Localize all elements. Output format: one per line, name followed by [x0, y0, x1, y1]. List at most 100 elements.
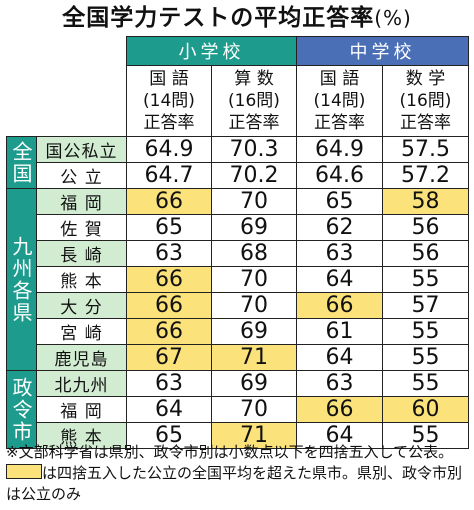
col-header: 算 数 (16問) 正答率 — [211, 65, 297, 137]
row-label: 鹿児島 — [36, 344, 127, 371]
table-row: 熊 本 66 70 64 55 — [7, 266, 469, 293]
row-label: 佐 賀 — [36, 214, 127, 241]
cell-value-highlighted: 71 — [211, 344, 297, 371]
cell-value: 64.9 — [296, 136, 383, 163]
page-title: 全国学力テストの平均正答率(%) — [0, 2, 474, 34]
cell-value: 64.7 — [126, 162, 212, 189]
table-row: 熊 本 65 71 64 55 — [7, 422, 469, 449]
cell-value: 70 — [211, 188, 297, 215]
cell-value: 64.9 — [126, 136, 212, 163]
cell-value: 62 — [296, 214, 383, 241]
col-count: (14問) — [143, 91, 195, 111]
cell-value-highlighted: 71 — [211, 422, 297, 449]
cell-value-highlighted: 58 — [382, 188, 469, 215]
cell-value: 63 — [296, 240, 383, 267]
cell-value-highlighted: 60 — [382, 396, 469, 423]
row-label: 福 岡 — [36, 396, 127, 423]
group-elementary: 小学校 — [126, 36, 297, 66]
section-kyushu: 九州各県 — [6, 188, 37, 371]
cell-value: 65 — [126, 422, 212, 449]
row-label: 宮 崎 — [36, 318, 127, 345]
col-header: 国 語 (14問) 正答率 — [296, 65, 383, 137]
section-national: 全国 — [6, 136, 37, 189]
cell-value: 55 — [382, 318, 469, 345]
col-count: (14問) — [313, 91, 366, 111]
col-header: 国 語 (14問) 正答率 — [126, 65, 212, 137]
section-designated: 政令市 — [6, 370, 37, 449]
cell-value: 55 — [382, 266, 469, 293]
table-row: 公 立 64.7 70.2 64.6 57.2 — [7, 162, 469, 189]
cell-value: 64 — [296, 422, 383, 449]
cell-value: 68 — [211, 240, 297, 267]
cell-value: 69 — [211, 318, 297, 345]
footnote-text-1: ※文部科学省は県別、政令市別は小数点以下を四捨五入して公表。 — [6, 443, 454, 461]
row-label: 公 立 — [36, 162, 127, 189]
table-row: 全国 国公私立 64.9 70.3 64.9 57.5 — [6, 136, 469, 189]
cell-value: 57 — [382, 292, 469, 319]
table-row: 九州各県 福 岡 66 70 65 58 — [6, 188, 469, 371]
cell-value: 57.5 — [382, 136, 469, 163]
cell-value-highlighted: 66 — [126, 292, 212, 319]
cell-value: 55 — [382, 370, 469, 397]
cell-value: 64.6 — [296, 162, 383, 189]
row-label: 福 岡 — [36, 188, 127, 215]
table-row: 大 分 66 70 66 57 — [7, 292, 469, 319]
table-row: 長 崎 63 68 63 56 — [7, 240, 469, 267]
table-row: 政令市 北九州 63 69 63 55 — [6, 370, 469, 449]
title-text: 全国学力テストの平均正答率 — [62, 5, 375, 31]
row-label: 北九州 — [36, 370, 127, 397]
cell-value: 64 — [296, 266, 383, 293]
cell-value: 55 — [382, 344, 469, 371]
col-subject: 数 学 — [405, 69, 446, 89]
row-label: 熊 本 — [36, 266, 127, 293]
corner-blank-2 — [6, 65, 127, 137]
col-subject: 算 数 — [234, 69, 274, 89]
cell-value: 69 — [211, 214, 297, 241]
cell-value: 70 — [211, 396, 297, 423]
footnote-text-2: は四捨五入した公立の全国平均を超えた県市。県別、政令市別は公立のみ — [6, 464, 463, 503]
col-count: (16問) — [228, 91, 280, 111]
cell-value: 63 — [296, 370, 383, 397]
cell-value: 70 — [211, 292, 297, 319]
score-table: 小学校 中学校 国 語 (14問) 正答率 算 数 (16問) 正答率 国 語 … — [6, 36, 469, 449]
col-count: (16問) — [399, 91, 452, 111]
cell-value: 55 — [382, 422, 469, 449]
col-rate: 正答率 — [228, 113, 280, 133]
group-junior: 中学校 — [296, 36, 469, 66]
row-label: 大 分 — [36, 292, 127, 319]
table-row: 鹿児島 67 71 64 55 — [7, 344, 469, 371]
row-label: 熊 本 — [36, 422, 127, 449]
cell-value: 56 — [382, 240, 469, 267]
row-label: 長 崎 — [36, 240, 127, 267]
cell-value-highlighted: 66 — [126, 266, 212, 293]
corner-blank — [6, 36, 127, 66]
cell-value: 65 — [296, 188, 383, 215]
cell-value: 70 — [211, 266, 297, 293]
row-label: 国公私立 — [36, 136, 127, 163]
cell-value: 64 — [126, 396, 212, 423]
cell-value: 57.2 — [382, 162, 469, 189]
group-header-row: 小学校 中学校 — [6, 36, 469, 66]
cell-value: 64 — [296, 344, 383, 371]
table-row: 佐 賀 65 69 62 56 — [7, 214, 469, 241]
col-rate: 正答率 — [400, 113, 451, 133]
cell-value: 70.3 — [211, 136, 297, 163]
col-rate: 正答率 — [143, 113, 195, 133]
cell-value: 63 — [126, 240, 212, 267]
cell-value-highlighted: 66 — [296, 292, 383, 319]
cell-value: 63 — [126, 370, 212, 397]
highlight-swatch — [6, 464, 42, 479]
cell-value-highlighted: 66 — [126, 318, 212, 345]
col-rate: 正答率 — [314, 113, 365, 133]
cell-value: 70.2 — [211, 162, 297, 189]
cell-value: 61 — [296, 318, 383, 345]
cell-value: 56 — [382, 214, 469, 241]
cell-value: 69 — [211, 370, 297, 397]
footnote: ※文部科学省は県別、政令市別は小数点以下を四捨五入して公表。は四捨五入した公立の… — [6, 442, 470, 505]
table-row: 福 岡 64 70 66 60 — [7, 396, 469, 423]
title-unit: (%) — [374, 6, 412, 30]
cell-value-highlighted: 66 — [126, 188, 212, 215]
table-row: 宮 崎 66 69 61 55 — [7, 318, 469, 345]
column-header-row: 国 語 (14問) 正答率 算 数 (16問) 正答率 国 語 (14問) 正答… — [6, 65, 469, 137]
cell-value-highlighted: 66 — [296, 396, 383, 423]
